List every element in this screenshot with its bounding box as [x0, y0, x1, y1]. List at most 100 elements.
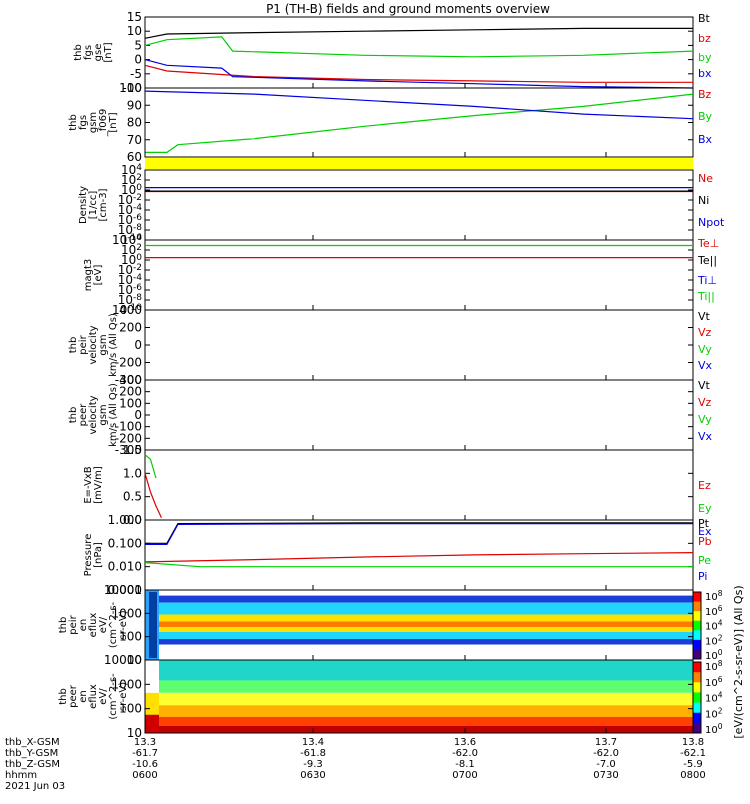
- y-tick-label: -100: [115, 420, 142, 434]
- y-tick-label: 100: [121, 253, 142, 267]
- legend-Bx: Bx: [698, 133, 713, 146]
- panel-frame: [144, 16, 694, 89]
- x-column-value: -10.6: [132, 759, 158, 770]
- y-tick-label: 0: [134, 338, 142, 352]
- colorbar-segment: [693, 662, 701, 673]
- colorbar-segment: [693, 611, 701, 622]
- y-axis-label-line: [cm-3]: [98, 188, 109, 221]
- y-tick-label: 300: [119, 373, 142, 387]
- series-line-by: [144, 36, 694, 58]
- y-axis-label-line: magt3: [83, 259, 94, 292]
- y-tick-label: 10-8: [118, 293, 143, 307]
- y-tick-label: 104: [121, 163, 142, 177]
- y-tick-label: 100: [119, 702, 142, 716]
- y-tick-label: -200: [115, 356, 142, 370]
- series-line-Pe: [144, 562, 693, 568]
- y-tick-label: 90: [127, 98, 142, 112]
- y-axis-label-line: [nPa]: [93, 542, 104, 568]
- colorbar-label: [eV/(cm^2-s-sr-eV)] (All Qs): [732, 585, 745, 738]
- y-axis-label-line: [mV/m]: [93, 466, 104, 504]
- legend-Te⊥: Te⊥: [697, 237, 719, 250]
- series-line-Pi: [145, 522, 693, 546]
- colorbar-segment: [693, 639, 701, 650]
- x-column-value: 0630: [300, 770, 325, 781]
- legend-Vt: Vt: [698, 310, 711, 323]
- eflux-early-block: [149, 592, 157, 658]
- series-line-By: [145, 93, 694, 153]
- y-tick-label: -5: [130, 67, 142, 81]
- y-tick-label: 1.5: [123, 443, 142, 457]
- eflux-band: [145, 725, 693, 733]
- x-row-label: 2021 Jun 03: [5, 781, 65, 792]
- legend-Ex: Ex: [698, 525, 712, 538]
- legend-Npot: Npot: [698, 216, 725, 229]
- y-tick-label: -200: [115, 431, 142, 445]
- y-axis-label-line: Pressure: [83, 534, 94, 577]
- x-column-value: -5.9: [683, 759, 703, 770]
- y-axis-label-line: eV/: [98, 616, 109, 633]
- x-column-value: 13.7: [595, 737, 617, 748]
- y-tick-label: 10: [127, 726, 142, 740]
- series-line-bz: [144, 64, 693, 83]
- legend-Vt: Vt: [698, 379, 711, 392]
- eflux-band: [145, 627, 693, 632]
- y-axis-label-line: _f069: [98, 109, 109, 138]
- y-tick-label: 0.010: [108, 560, 142, 574]
- legend-Vz: Vz: [698, 326, 712, 339]
- x-column-value: -62.1: [680, 748, 706, 759]
- colorbar-segment: [693, 702, 701, 714]
- x-column-value: 13.3: [134, 737, 156, 748]
- colorbar-frame: [692, 661, 702, 734]
- y-tick-label: 200: [119, 385, 142, 399]
- y-tick-label: 10000: [104, 583, 142, 597]
- x-column-value: -61.8: [300, 748, 326, 759]
- y-axis-label-line: velocity: [88, 395, 99, 434]
- series-line-Pb: [144, 552, 694, 563]
- panel-pressure: 1.000 0.100 0.010 0.001 Pressure [nPa] Pt Pb Pe P…: [83, 513, 712, 597]
- y-tick-label: 0: [134, 408, 142, 422]
- colorbar-tick-label: 104: [705, 691, 723, 705]
- panel-frame: [144, 519, 694, 591]
- y-tick-label: 10-4: [118, 203, 143, 217]
- y-tick-label: 102: [121, 173, 142, 187]
- y-axis-label-line: eV/: [98, 688, 109, 705]
- x-column-value: 13.4: [302, 737, 324, 748]
- y-tick-label: 1.0: [123, 466, 142, 480]
- y-tick-label: 104: [121, 233, 142, 247]
- y-tick-label: 10-10: [112, 303, 142, 317]
- colorbar-segment: [693, 620, 701, 631]
- y-axis-label-line: [1/cc]: [88, 191, 99, 220]
- y-tick-label: 400: [119, 303, 142, 317]
- x-column-value: 0730: [593, 770, 618, 781]
- legend-Pb: Pb: [698, 535, 712, 548]
- y-axis-label: thb peir velocity gsm km/s (All Qs): [68, 313, 119, 377]
- eflux-band: [145, 644, 693, 660]
- legend-Ez: Ez: [698, 479, 711, 492]
- panel-frame: [144, 309, 694, 381]
- y-axis-label-line: velocity: [88, 325, 99, 364]
- legend-Vz: Vz: [698, 396, 712, 409]
- y-axis-label-line: (cm^2-s-: [108, 601, 119, 648]
- y-axis-label-line: eflux: [88, 613, 99, 638]
- x-row-label: thb_Y-GSM: [5, 748, 58, 759]
- x-column-value: -9.3: [303, 759, 323, 770]
- y-axis-label: magt3 [eV]: [83, 259, 104, 292]
- y-tick-label: 1.000: [108, 513, 142, 527]
- y-tick-label: 102: [121, 243, 142, 257]
- y-axis-label: thb fgs gsm _f069 [nT]: [68, 109, 119, 138]
- x-column-value: 0600: [132, 770, 157, 781]
- y-tick-label: 200: [119, 321, 142, 335]
- y-axis-label-line: peer: [78, 403, 89, 427]
- y-tick-label: 0: [134, 53, 142, 67]
- y-axis-label-line: thb: [58, 688, 69, 705]
- colorbar-tick-label: 108: [705, 659, 723, 673]
- colorbar-tick-label: 102: [705, 633, 723, 647]
- y-axis-label-line: E=-VxB: [83, 466, 94, 503]
- y-axis-label-line: km/s (All Qs): [108, 313, 119, 377]
- y-tick-label: 10-8: [118, 223, 143, 237]
- legend-Vy: Vy: [698, 343, 712, 356]
- colorbar-segment: [693, 649, 701, 660]
- y-tick-label: 1000: [111, 606, 142, 620]
